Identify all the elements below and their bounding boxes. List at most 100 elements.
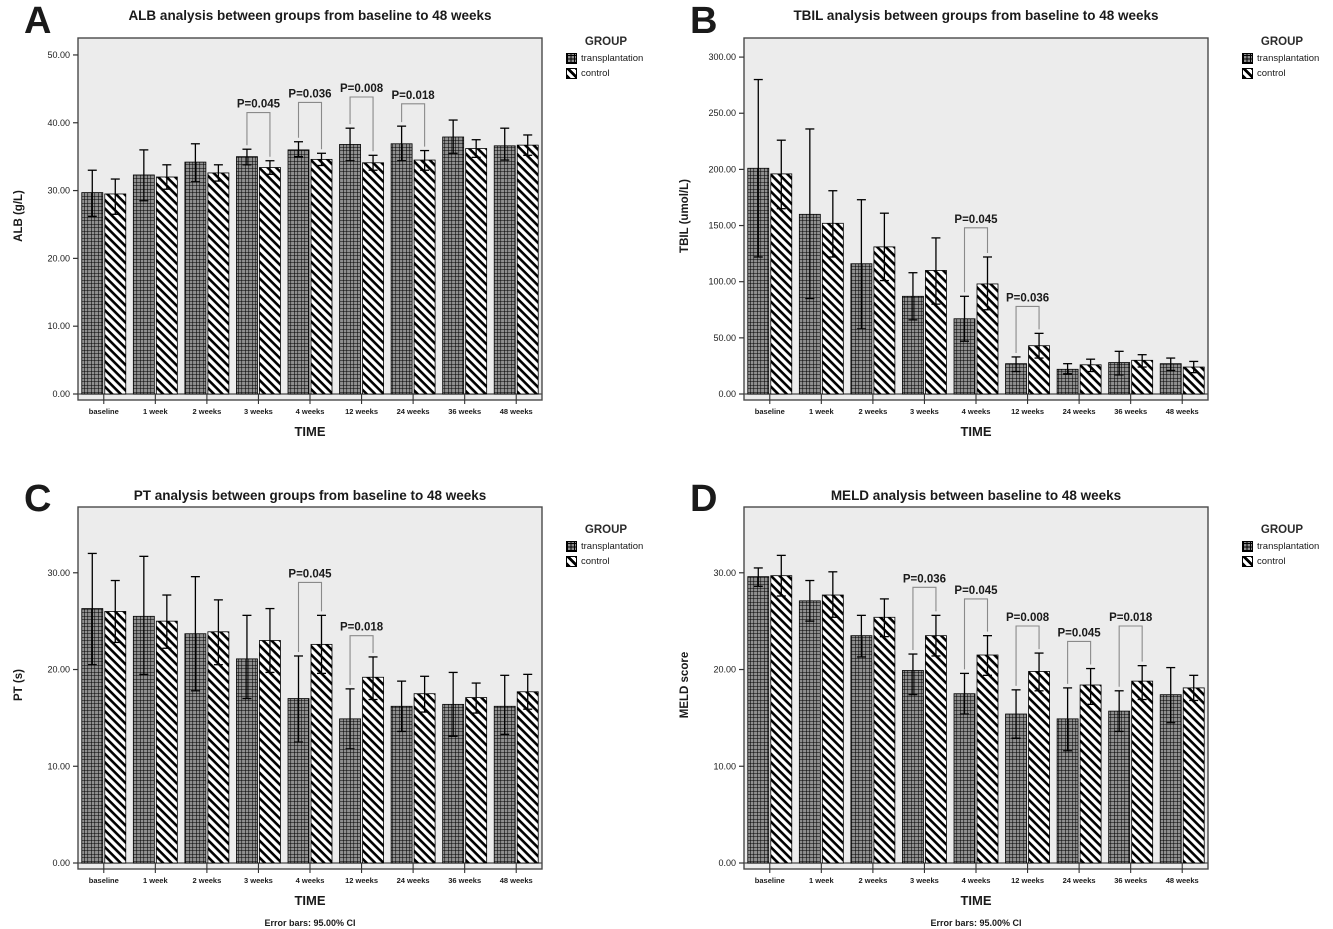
svg-text:2 weeks: 2 weeks bbox=[858, 407, 887, 416]
legend-label: control bbox=[581, 556, 610, 567]
svg-text:P=0.036: P=0.036 bbox=[288, 88, 331, 100]
svg-text:150.00: 150.00 bbox=[708, 221, 736, 231]
svg-text:10.00: 10.00 bbox=[47, 321, 70, 331]
tbil-bar-chart: 0.00 50.00 100.00 150.00 200.00 250.00 300.00 T… bbox=[679, 37, 1209, 439]
svg-text:36 weeks: 36 weeks bbox=[448, 876, 481, 885]
crosshatch-swatch-icon bbox=[1242, 53, 1253, 64]
legend-label: control bbox=[581, 68, 610, 79]
svg-text:PT (s): PT (s) bbox=[13, 669, 25, 701]
legend-title: GROUP bbox=[1260, 524, 1304, 536]
legend-item-control: control bbox=[1242, 68, 1333, 79]
legend-a: GROUP transplantation control bbox=[566, 36, 671, 83]
panel-letter-b: B bbox=[690, 0, 719, 42]
crosshatch-swatch-icon bbox=[566, 53, 577, 64]
svg-text:20.00: 20.00 bbox=[47, 665, 70, 675]
svg-text:24 weeks: 24 weeks bbox=[397, 407, 430, 416]
svg-text:TBIL (umol/L): TBIL (umol/L) bbox=[679, 179, 691, 253]
svg-text:10.00: 10.00 bbox=[713, 761, 736, 771]
svg-text:2 weeks: 2 weeks bbox=[192, 407, 221, 416]
svg-text:12 weeks: 12 weeks bbox=[345, 876, 378, 885]
svg-text:0.00: 0.00 bbox=[52, 858, 70, 868]
svg-text:TIME: TIME bbox=[294, 424, 325, 439]
svg-text:baseline: baseline bbox=[755, 876, 785, 885]
svg-text:P=0.018: P=0.018 bbox=[1109, 612, 1153, 624]
svg-text:36 weeks: 36 weeks bbox=[1114, 876, 1147, 885]
svg-text:P=0.045: P=0.045 bbox=[288, 568, 332, 580]
diagonal-swatch-icon bbox=[1242, 556, 1253, 567]
svg-text:20.00: 20.00 bbox=[713, 665, 736, 675]
svg-text:3 weeks: 3 weeks bbox=[244, 876, 273, 885]
svg-text:300.00: 300.00 bbox=[708, 52, 736, 62]
svg-text:3 weeks: 3 weeks bbox=[910, 407, 939, 416]
svg-text:36 weeks: 36 weeks bbox=[1114, 407, 1147, 416]
svg-text:4 weeks: 4 weeks bbox=[962, 876, 991, 885]
svg-text:P=0.045: P=0.045 bbox=[1058, 627, 1102, 639]
svg-text:24 weeks: 24 weeks bbox=[1063, 407, 1096, 416]
svg-text:12 weeks: 12 weeks bbox=[1011, 407, 1044, 416]
svg-text:P=0.018: P=0.018 bbox=[392, 90, 436, 102]
svg-text:TIME: TIME bbox=[960, 424, 991, 439]
svg-text:MELD score: MELD score bbox=[679, 652, 691, 718]
svg-text:48 weeks: 48 weeks bbox=[500, 876, 533, 885]
svg-text:2 weeks: 2 weeks bbox=[192, 876, 221, 885]
legend-item-transplantation: transplantation bbox=[1242, 53, 1333, 64]
diagonal-swatch-icon bbox=[566, 68, 577, 79]
legend-label: transplantation bbox=[581, 53, 644, 64]
svg-text:P=0.045: P=0.045 bbox=[954, 214, 998, 226]
svg-text:4 weeks: 4 weeks bbox=[296, 876, 325, 885]
svg-text:4 weeks: 4 weeks bbox=[296, 407, 325, 416]
svg-text:ALB (g/L): ALB (g/L) bbox=[13, 190, 25, 242]
legend-label: transplantation bbox=[1257, 541, 1320, 552]
diagonal-swatch-icon bbox=[1242, 68, 1253, 79]
svg-text:30.00: 30.00 bbox=[713, 568, 736, 578]
panel-d: D MELD analysis between baseline to 48 w… bbox=[666, 464, 1332, 929]
svg-text:30.00: 30.00 bbox=[47, 568, 70, 578]
legend-item-transplantation: transplantation bbox=[566, 53, 671, 64]
panel-letter-c: C bbox=[24, 478, 53, 520]
legend-title: GROUP bbox=[584, 36, 628, 48]
svg-text:30.00: 30.00 bbox=[47, 186, 70, 196]
svg-text:48 weeks: 48 weeks bbox=[1166, 407, 1199, 416]
panel-a: A ALB analysis between groups from basel… bbox=[0, 0, 666, 465]
panel-title-a: ALB analysis between groups from baselin… bbox=[128, 8, 492, 23]
panel-c: C PT analysis between groups from baseli… bbox=[0, 464, 666, 929]
panel-title-b: TBIL analysis between groups from baseli… bbox=[793, 8, 1159, 23]
svg-text:50.00: 50.00 bbox=[47, 50, 70, 60]
svg-text:20.00: 20.00 bbox=[47, 253, 70, 263]
svg-text:P=0.045: P=0.045 bbox=[954, 585, 998, 597]
svg-text:P=0.018: P=0.018 bbox=[340, 622, 384, 634]
svg-text:24 weeks: 24 weeks bbox=[1063, 876, 1096, 885]
svg-text:250.00: 250.00 bbox=[708, 108, 736, 118]
svg-text:TIME: TIME bbox=[960, 893, 991, 908]
svg-text:1 week: 1 week bbox=[143, 407, 168, 416]
svg-text:P=0.008: P=0.008 bbox=[340, 83, 384, 95]
legend-label: transplantation bbox=[1257, 53, 1320, 64]
panel-b: B TBIL analysis between groups from base… bbox=[666, 0, 1332, 465]
legend-item-transplantation: transplantation bbox=[566, 541, 671, 552]
svg-text:1 week: 1 week bbox=[143, 876, 168, 885]
legend-label: transplantation bbox=[581, 541, 644, 552]
svg-text:0.00: 0.00 bbox=[718, 858, 736, 868]
svg-text:24 weeks: 24 weeks bbox=[397, 876, 430, 885]
legend-item-control: control bbox=[1242, 556, 1333, 567]
panel-letter-a: A bbox=[24, 0, 53, 42]
svg-text:baseline: baseline bbox=[89, 407, 119, 416]
legend-title: GROUP bbox=[1260, 36, 1304, 48]
legend-item-control: control bbox=[566, 68, 671, 79]
legend-label: control bbox=[1257, 556, 1286, 567]
panel-title-d: MELD analysis between baseline to 48 wee… bbox=[830, 488, 1122, 503]
svg-text:4 weeks: 4 weeks bbox=[962, 407, 991, 416]
panel-title-c: PT analysis between groups from baseline… bbox=[133, 488, 487, 503]
svg-text:48 weeks: 48 weeks bbox=[500, 407, 533, 416]
svg-text:baseline: baseline bbox=[89, 876, 119, 885]
svg-text:3 weeks: 3 weeks bbox=[910, 876, 939, 885]
svg-text:10.00: 10.00 bbox=[47, 761, 70, 771]
svg-text:Error bars: 95.00% CI: Error bars: 95.00% CI bbox=[264, 918, 355, 928]
svg-text:100.00: 100.00 bbox=[708, 277, 736, 287]
pt-bar-chart: 0.00 10.00 20.00 30.00 PT (s) baseline 1 week 2… bbox=[13, 506, 543, 928]
svg-text:40.00: 40.00 bbox=[47, 118, 70, 128]
svg-text:48 weeks: 48 weeks bbox=[1166, 876, 1199, 885]
legend-b: GROUP transplantation control bbox=[1242, 36, 1333, 83]
svg-text:200.00: 200.00 bbox=[708, 164, 736, 174]
